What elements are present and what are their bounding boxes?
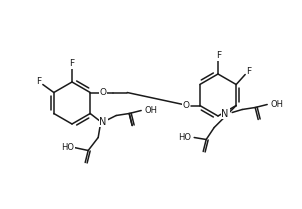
Text: OH: OH [270, 100, 283, 109]
Text: OH: OH [144, 106, 157, 115]
Text: HO: HO [178, 133, 191, 142]
Text: HO: HO [61, 143, 74, 152]
Text: N: N [221, 108, 229, 119]
Text: O: O [100, 88, 107, 97]
Text: N: N [99, 116, 107, 126]
Text: O: O [182, 101, 189, 110]
Text: F: F [36, 77, 41, 86]
Text: F: F [247, 67, 252, 76]
Text: F: F [217, 51, 222, 60]
Text: F: F [69, 60, 75, 69]
